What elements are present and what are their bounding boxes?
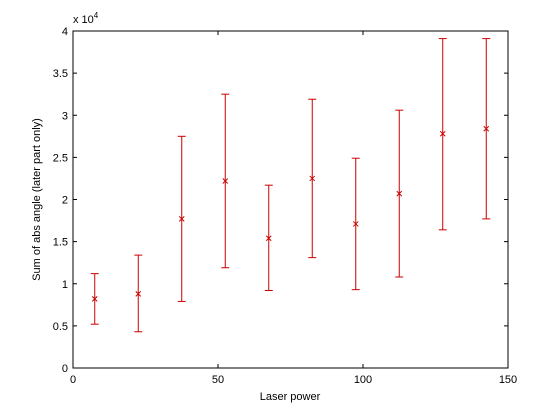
marker-stroke — [309, 175, 316, 182]
y-exponent-power: 4 — [94, 11, 99, 20]
x-tick-label: 0 — [70, 374, 76, 386]
y-tick-label: 4 — [62, 26, 68, 38]
axis-ticks: 0 50 100 150 0 0.5 1 1.5 2 2.5 3 3.5 4 — [53, 26, 517, 386]
x-tick-label: 50 — [212, 374, 224, 386]
y-tick-label: 3 — [62, 110, 68, 122]
marker-stroke — [265, 235, 272, 242]
y-tick-label: 2.5 — [53, 152, 68, 164]
marker-stroke — [178, 216, 185, 222]
marker-stroke — [135, 291, 142, 297]
marker-stroke — [396, 190, 403, 197]
data-point-marker — [135, 291, 142, 297]
y-axis-label: Sum of abs angle (later part only) — [31, 118, 43, 281]
data-point-marker — [91, 296, 98, 302]
data-point-marker — [178, 216, 185, 222]
data-point-marker — [396, 190, 403, 197]
y-tick-label: 2 — [62, 195, 68, 207]
marker-stroke — [222, 178, 229, 184]
data-point-marker — [309, 175, 316, 182]
marker-stroke — [439, 130, 446, 137]
data-point-marker — [265, 235, 272, 242]
y-tick-label: 1 — [62, 279, 68, 291]
x-tick-label: 150 — [499, 374, 517, 386]
y-exponent-label: x 104 — [73, 11, 99, 26]
data-point-marker — [439, 130, 446, 137]
data-point-marker — [352, 221, 359, 227]
y-tick-label: 3.5 — [53, 68, 68, 80]
y-tick-label: 0 — [62, 363, 68, 375]
marker-stroke — [352, 221, 359, 227]
plot-area — [72, 30, 509, 369]
data-point-marker — [483, 125, 490, 132]
marker-stroke — [483, 125, 490, 132]
y-tick-label: 0.5 — [53, 321, 68, 333]
y-tick-label: 1.5 — [53, 237, 68, 249]
marker-stroke — [91, 296, 98, 302]
data-series — [90, 38, 491, 333]
x-tick-label: 100 — [354, 374, 372, 386]
x-axis-label: Laser power — [260, 391, 321, 403]
data-point-marker — [222, 178, 229, 184]
